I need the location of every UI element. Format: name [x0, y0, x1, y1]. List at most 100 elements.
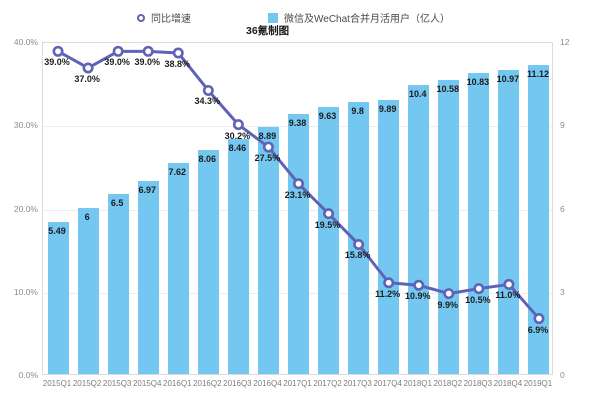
bar	[468, 73, 490, 374]
growth-point-label: 9.9%	[437, 299, 459, 310]
x-axis-tick: 2018Q4	[493, 379, 523, 388]
y-axis-left-tick: 0.0%	[18, 370, 38, 380]
y-axis-left-tick: 40.0%	[13, 37, 38, 47]
bar	[528, 65, 550, 374]
bar	[378, 99, 400, 374]
bar-value-label: 10.4	[408, 89, 427, 100]
growth-point	[202, 84, 214, 96]
bar-value-label: 6	[84, 211, 90, 222]
growth-point-label: 30.2%	[224, 130, 251, 141]
bar-series-swatch-icon	[268, 12, 278, 23]
growth-point-label: 19.5%	[314, 219, 341, 230]
x-axis-tick: 2018Q2	[433, 379, 463, 388]
bar	[318, 106, 340, 374]
bar-value-label: 8.89	[258, 131, 277, 142]
growth-point	[112, 45, 124, 57]
growth-point	[533, 313, 545, 325]
bar-value-label: 10.97	[496, 73, 520, 84]
legend-growth-label: 同比增速	[151, 14, 191, 25]
growth-point	[232, 119, 244, 131]
y-axis-right-tick: 9	[560, 120, 565, 131]
bar-value-label: 8.06	[198, 154, 217, 165]
bar-value-label: 6.5	[110, 197, 124, 208]
growth-point	[172, 47, 184, 59]
bar	[167, 162, 189, 374]
bar-value-label: 6.97	[138, 184, 156, 195]
x-axis-tick: 2016Q4	[253, 379, 282, 388]
x-axis-tick: 2016Q2	[193, 379, 222, 388]
bar	[257, 127, 279, 374]
growth-point-label: 27.5%	[254, 153, 281, 164]
x-axis-tick: 2015Q3	[102, 379, 132, 388]
growth-point-label: 39.0%	[104, 57, 130, 68]
bar-value-label: 5.49	[48, 225, 66, 236]
plot-area	[42, 42, 553, 375]
growth-point	[142, 45, 154, 57]
bar	[107, 193, 129, 374]
line-series-marker-icon	[137, 13, 145, 22]
y-axis-right-tick: 6	[560, 203, 565, 214]
x-axis-tick: 2017Q2	[313, 379, 342, 388]
bar	[47, 221, 69, 374]
bar-value-label: 10.58	[436, 84, 460, 95]
growth-point-label: 37.0%	[74, 73, 100, 84]
bar-value-label: 11.12	[526, 69, 549, 80]
growth-point-label: 11.0%	[495, 290, 521, 301]
legend-item-growth[interactable]: 同比增速	[137, 10, 191, 25]
growth-point	[82, 62, 94, 74]
x-axis-tick: 2015Q4	[132, 379, 162, 388]
x-axis-tick: 2018Q3	[463, 379, 493, 388]
y-axis-left-tick: 30.0%	[13, 120, 38, 131]
x-axis-tick: 2016Q3	[223, 379, 252, 388]
growth-line-layer	[52, 45, 545, 325]
x-axis-tick: 2017Q1	[283, 379, 312, 388]
growth-point-label: 10.5%	[465, 294, 491, 305]
y-axis-left-tick: 10.0%	[13, 286, 38, 297]
x-axis-tick: 2017Q4	[373, 379, 402, 388]
x-axis-tick: 2016Q1	[163, 379, 192, 388]
growth-point-label: 39.0%	[44, 57, 70, 68]
growth-point	[473, 283, 485, 295]
growth-point-label: 10.9%	[404, 291, 431, 302]
legend-item-mau[interactable]: 微信及WeChat合并月活用户（亿人）	[268, 10, 450, 25]
y-axis-right-tick: 3	[560, 286, 565, 297]
bar-value-label: 9.89	[378, 103, 397, 114]
growth-point-label: 23.1%	[284, 189, 311, 200]
growth-point	[503, 278, 515, 290]
bar-value-label: 9.63	[318, 110, 337, 121]
growth-point-label: 38.8%	[164, 58, 191, 69]
bar-value-label: 8.46	[228, 143, 247, 154]
growth-point-label: 11.2%	[375, 288, 401, 299]
growth-point	[443, 288, 455, 300]
bar-value-label: 9.8	[351, 106, 364, 117]
x-axis-tick: 2017Q3	[343, 379, 372, 388]
bar	[77, 207, 99, 374]
growth-point-label: 15.8%	[344, 250, 371, 261]
growth-point	[383, 277, 395, 289]
bar-value-label: 9.38	[288, 117, 307, 128]
bar	[227, 139, 249, 374]
x-axis-tick: 2019Q1	[523, 379, 553, 388]
growth-point-label: 39.0%	[134, 57, 160, 68]
bar	[348, 102, 370, 374]
y-axis-right-tick: 12	[560, 37, 570, 47]
bar	[498, 69, 520, 374]
growth-point	[293, 178, 305, 190]
bar-value-label: 7.62	[168, 166, 187, 177]
bar-value-label: 10.83	[466, 77, 490, 88]
growth-point	[323, 208, 335, 220]
bar	[197, 150, 219, 374]
y-axis-left-tick: 20.0%	[13, 203, 38, 214]
growth-point	[52, 45, 64, 57]
x-axis-tick: 2015Q2	[72, 379, 102, 388]
x-axis-tick: 2015Q1	[42, 379, 72, 388]
y-axis-right-tick: 0	[560, 370, 565, 380]
bar	[438, 80, 460, 374]
chart-caption: 36氪制图	[246, 25, 290, 37]
bar	[137, 180, 159, 374]
growth-point	[413, 279, 425, 291]
growth-point-label: 34.3%	[194, 96, 221, 107]
growth-point-label: 6.9%	[527, 324, 549, 335]
x-axis-tick: 2018Q1	[403, 379, 432, 388]
